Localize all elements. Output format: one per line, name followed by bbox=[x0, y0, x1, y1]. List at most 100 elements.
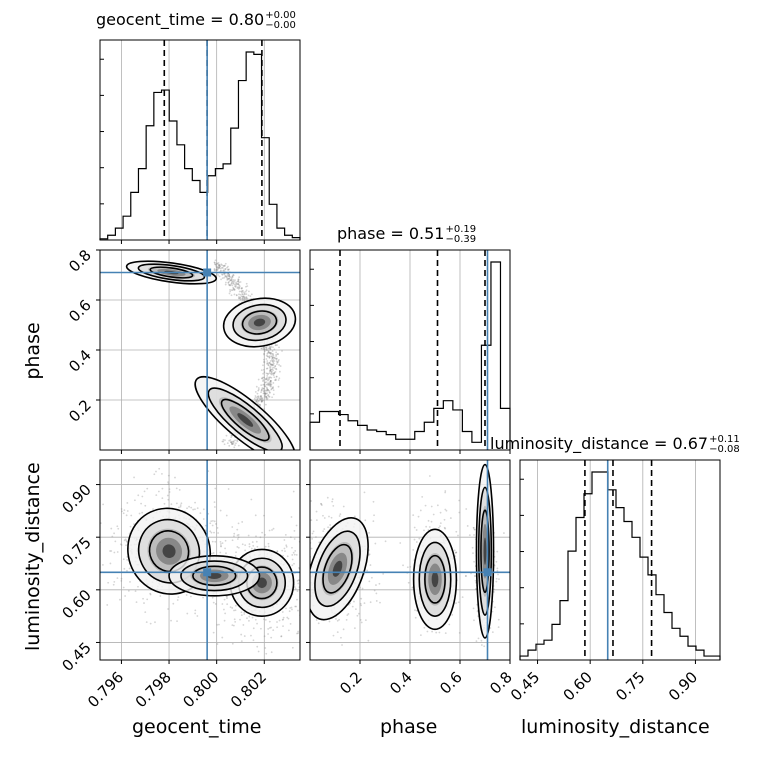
sample-point bbox=[256, 399, 259, 402]
sample-point bbox=[268, 383, 270, 385]
sample-point bbox=[301, 598, 303, 600]
sample-point bbox=[262, 390, 265, 393]
geocent-time-title: geocent_time = 0.80 +0.00 −0.00 bbox=[96, 10, 296, 31]
sample-point bbox=[268, 356, 271, 359]
sample-point bbox=[126, 558, 129, 561]
sample-point bbox=[265, 395, 268, 398]
sample-point bbox=[247, 294, 250, 297]
sample-point bbox=[497, 573, 499, 576]
sample-point bbox=[293, 562, 295, 565]
sample-point bbox=[474, 574, 476, 577]
sample-point bbox=[435, 631, 438, 634]
sample-point bbox=[263, 376, 265, 379]
sample-point bbox=[303, 550, 305, 552]
sample-point bbox=[495, 577, 498, 580]
sample-point bbox=[202, 508, 205, 511]
sample-point bbox=[361, 587, 364, 590]
sample-point bbox=[222, 438, 225, 441]
sample-point bbox=[415, 541, 418, 543]
sample-point bbox=[281, 549, 284, 552]
panel-1-1 bbox=[309, 249, 511, 454]
sample-point bbox=[322, 530, 325, 533]
sample-point bbox=[232, 274, 235, 277]
sample-point bbox=[280, 635, 283, 638]
sample-point bbox=[329, 524, 331, 526]
sample-point bbox=[144, 611, 147, 614]
sample-point bbox=[335, 618, 337, 620]
sample-point bbox=[262, 380, 264, 382]
sample-point bbox=[369, 564, 372, 566]
sample-point bbox=[428, 526, 431, 528]
sample-point bbox=[226, 278, 229, 281]
sample-point bbox=[271, 357, 274, 359]
sample-point bbox=[270, 387, 273, 390]
sample-point bbox=[477, 637, 480, 640]
sample-point bbox=[315, 619, 318, 621]
sample-point bbox=[413, 538, 416, 541]
truth-marker bbox=[483, 568, 492, 577]
panel-frame bbox=[519, 459, 721, 661]
sample-point bbox=[223, 619, 226, 622]
sample-point bbox=[263, 618, 265, 621]
sample-point bbox=[222, 265, 225, 267]
sample-point bbox=[256, 401, 259, 404]
sample-point bbox=[269, 347, 272, 350]
sample-point bbox=[282, 618, 285, 621]
sample-point bbox=[257, 387, 260, 389]
sample-point bbox=[237, 522, 240, 525]
sample-point bbox=[230, 283, 233, 285]
sample-point bbox=[281, 350, 283, 352]
sample-point bbox=[282, 554, 284, 557]
sample-point bbox=[382, 573, 385, 575]
sample-point bbox=[125, 540, 128, 543]
sample-point bbox=[306, 564, 308, 566]
sample-point bbox=[274, 357, 277, 360]
sample-point bbox=[161, 497, 164, 500]
sample-point bbox=[262, 368, 265, 371]
sample-point bbox=[146, 598, 149, 601]
panel-0-1: 0.2 0.4 0.6 0.8 bbox=[65, 246, 301, 454]
sample-point bbox=[266, 382, 269, 385]
sample-point bbox=[265, 383, 268, 386]
sample-point bbox=[257, 389, 260, 392]
sample-point bbox=[221, 273, 224, 276]
sample-point bbox=[176, 599, 179, 601]
sample-point bbox=[218, 264, 221, 266]
sample-point bbox=[232, 442, 235, 445]
sample-point bbox=[444, 632, 447, 635]
sample-point bbox=[473, 619, 475, 622]
sample-point bbox=[269, 360, 272, 362]
sample-point bbox=[231, 281, 233, 283]
density-level bbox=[431, 571, 439, 588]
sample-point bbox=[303, 550, 305, 552]
panel-1-2: 0.2 0.4 0.6 0.8 bbox=[303, 459, 516, 698]
sample-point bbox=[272, 360, 274, 362]
sample-point bbox=[225, 276, 228, 279]
density-level bbox=[256, 577, 267, 589]
sample-point bbox=[268, 356, 271, 359]
sample-point bbox=[289, 607, 292, 609]
sample-point bbox=[250, 634, 252, 637]
sample-point bbox=[375, 584, 377, 586]
sample-point bbox=[272, 372, 275, 375]
sample-point bbox=[124, 595, 127, 597]
sample-point bbox=[281, 618, 284, 621]
x-tick-label: 0.800 bbox=[179, 668, 222, 711]
sample-point bbox=[274, 365, 276, 368]
sample-point bbox=[263, 389, 266, 392]
sample-point bbox=[232, 282, 235, 285]
sample-point bbox=[196, 615, 199, 617]
sample-point bbox=[269, 352, 272, 355]
sample-point bbox=[244, 549, 247, 552]
sample-point bbox=[268, 347, 271, 350]
sample-point bbox=[439, 511, 442, 514]
sample-point bbox=[214, 259, 217, 262]
sample-point bbox=[222, 269, 225, 272]
sample-point bbox=[266, 394, 269, 397]
sample-point bbox=[320, 503, 323, 505]
sample-point bbox=[228, 280, 231, 283]
sample-point bbox=[290, 516, 293, 518]
sample-point bbox=[222, 270, 225, 272]
sample-point bbox=[270, 371, 273, 373]
sample-point bbox=[223, 270, 226, 272]
